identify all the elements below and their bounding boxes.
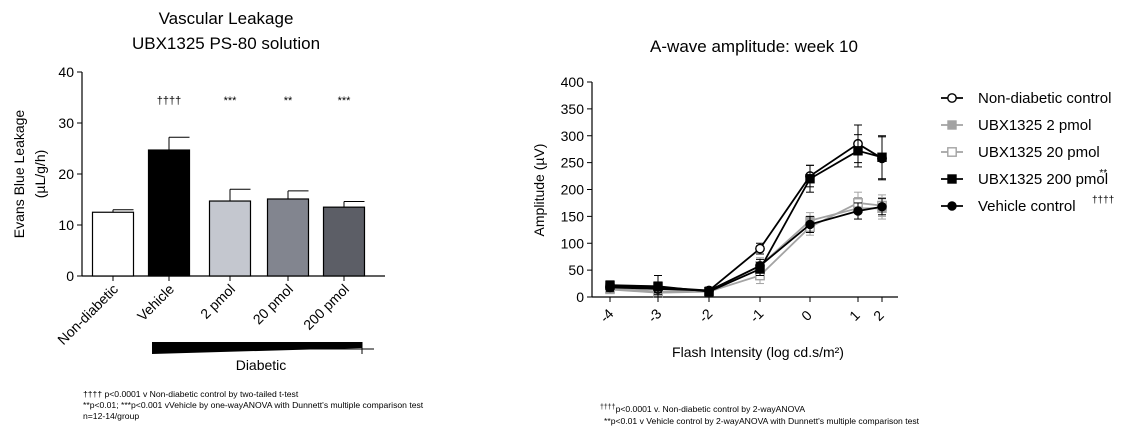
bar-chart-ylabel-line1: Evans Blue Leakage: [11, 110, 27, 239]
line-point-marker: [605, 281, 615, 291]
line-point-marker: [805, 174, 815, 184]
line-x-tick-label: -4: [596, 305, 616, 325]
legend-label: Non-diabetic control: [978, 90, 1111, 107]
bar-category-label: 200 pmol: [300, 281, 352, 333]
legend-label: UBX1325 20 pmol: [978, 144, 1100, 161]
bar-significance-label: ***: [224, 95, 238, 107]
line-footnote-1-symbol: ††††: [600, 404, 616, 411]
line-point-marker: [755, 261, 765, 271]
line-y-tick-label: 250: [561, 155, 585, 171]
line-series-group: [605, 197, 887, 298]
line-footnote-1: ††††p<0.0001 v. Non-diabetic control by …: [600, 402, 805, 415]
line-point-marker: [877, 202, 887, 212]
line-chart: A-wave amplitude: week 10 Amplitude (µV)…: [531, 37, 1114, 360]
legend-marker: [947, 93, 957, 103]
bar-chart-title-line2: UBX1325 PS-80 solution: [132, 34, 320, 53]
bar-chart-title-line1: Vascular Leakage: [159, 9, 294, 28]
line-x-tick-label: 0: [798, 307, 815, 324]
bar: [266, 198, 310, 277]
diabetic-group-indicator: Diabetic: [152, 342, 374, 373]
line-point-marker: [704, 285, 714, 296]
line-y-tick-label: 200: [561, 182, 585, 198]
line-series-group: [605, 191, 887, 297]
bar-significance-label: ††††: [157, 95, 181, 107]
bar-y-tick-label: 0: [66, 268, 74, 284]
line-series-group: [605, 198, 887, 296]
legend-label: Vehicle control: [978, 198, 1076, 215]
line-chart-series: [605, 124, 887, 298]
line-point-marker: [853, 206, 863, 216]
bar-y-tick-label: 10: [58, 217, 74, 233]
legend-label: UBX1325 2 pmol: [978, 117, 1091, 134]
line-x-tick-label: -2: [695, 305, 715, 325]
line-x-tick-label: 2: [870, 307, 887, 324]
bar: [91, 211, 135, 277]
line-footnote-1-text: p<0.0001 v. Non-diabetic control by 2-wa…: [615, 404, 806, 414]
bar-significance-label: **: [284, 95, 293, 107]
bar-footnote-2: **p<0.01; ***p<0.001 vVehicle by one-way…: [83, 400, 424, 410]
bar: [147, 149, 191, 277]
diabetic-dose-wedge: [152, 342, 362, 354]
bar-category-label: 2 pmol: [197, 281, 238, 322]
legend-marker: [947, 201, 957, 211]
line-x-tick-label: -1: [746, 305, 766, 325]
line-point-marker: [653, 282, 663, 293]
legend-significance: **: [1099, 168, 1107, 179]
line-chart-title: A-wave amplitude: week 10: [650, 37, 858, 56]
bar-y-tick-label: 20: [58, 166, 74, 182]
bar-y-tick-label: 30: [58, 115, 74, 131]
bar-category-label: Non-diabetic: [54, 281, 121, 348]
line-y-tick-label: 300: [561, 128, 585, 144]
bar-chart: Vascular Leakage UBX1325 PS-80 solution …: [11, 9, 385, 373]
line-y-tick-label: 150: [561, 208, 585, 224]
legend-marker: [947, 147, 957, 157]
line-point-marker: [805, 219, 815, 230]
bar-category-label: 20 pmol: [250, 281, 297, 328]
line-series-path: [609, 205, 883, 292]
line-x-tick-label: -3: [644, 305, 664, 325]
line-x-tick-label: 1: [846, 307, 863, 324]
diabetic-group-label: Diabetic: [236, 357, 287, 373]
line-footnote-2: **p<0.01 v Vehicle control by 2-wayANOVA…: [604, 416, 920, 426]
legend-label: UBX1325 200 pmol: [978, 171, 1108, 188]
bar-footnote-3: n=12-14/group: [83, 411, 140, 421]
line-point-marker: [755, 243, 765, 254]
line-series-path: [609, 149, 883, 293]
legend-marker: [947, 120, 957, 130]
legend-significance: ††††: [1092, 195, 1114, 206]
bar-significance-label: ***: [338, 95, 352, 107]
line-series-path: [609, 142, 883, 292]
line-point-marker: [877, 152, 887, 162]
line-chart-ylabel: Amplitude (µV): [531, 144, 547, 237]
bar: [322, 206, 366, 277]
bar-chart-ylabel-line2: (µL/g/h): [32, 150, 48, 199]
line-y-tick-label: 350: [561, 101, 585, 117]
line-chart-legend: Non-diabetic control UBX1325 2 pmol UBX132…: [941, 90, 1114, 215]
line-chart-xlabel: Flash Intensity (log cd.s/m²): [672, 344, 844, 360]
line-y-tick-label: 100: [561, 235, 585, 251]
bar-footnote-1: †††† p<0.0001 v Non-diabetic control by …: [83, 389, 299, 399]
bar: [208, 200, 252, 277]
line-y-tick-label: 0: [576, 289, 584, 305]
bar-y-tick-label: 40: [58, 64, 74, 80]
line-point-marker: [853, 146, 863, 156]
line-y-tick-label: 400: [561, 74, 585, 90]
bar-chart-bars: †††† *** ** ***: [91, 95, 366, 277]
bar-category-label: Vehicle: [134, 281, 177, 324]
legend-marker: [947, 174, 957, 184]
line-y-tick-label: 50: [568, 262, 584, 278]
